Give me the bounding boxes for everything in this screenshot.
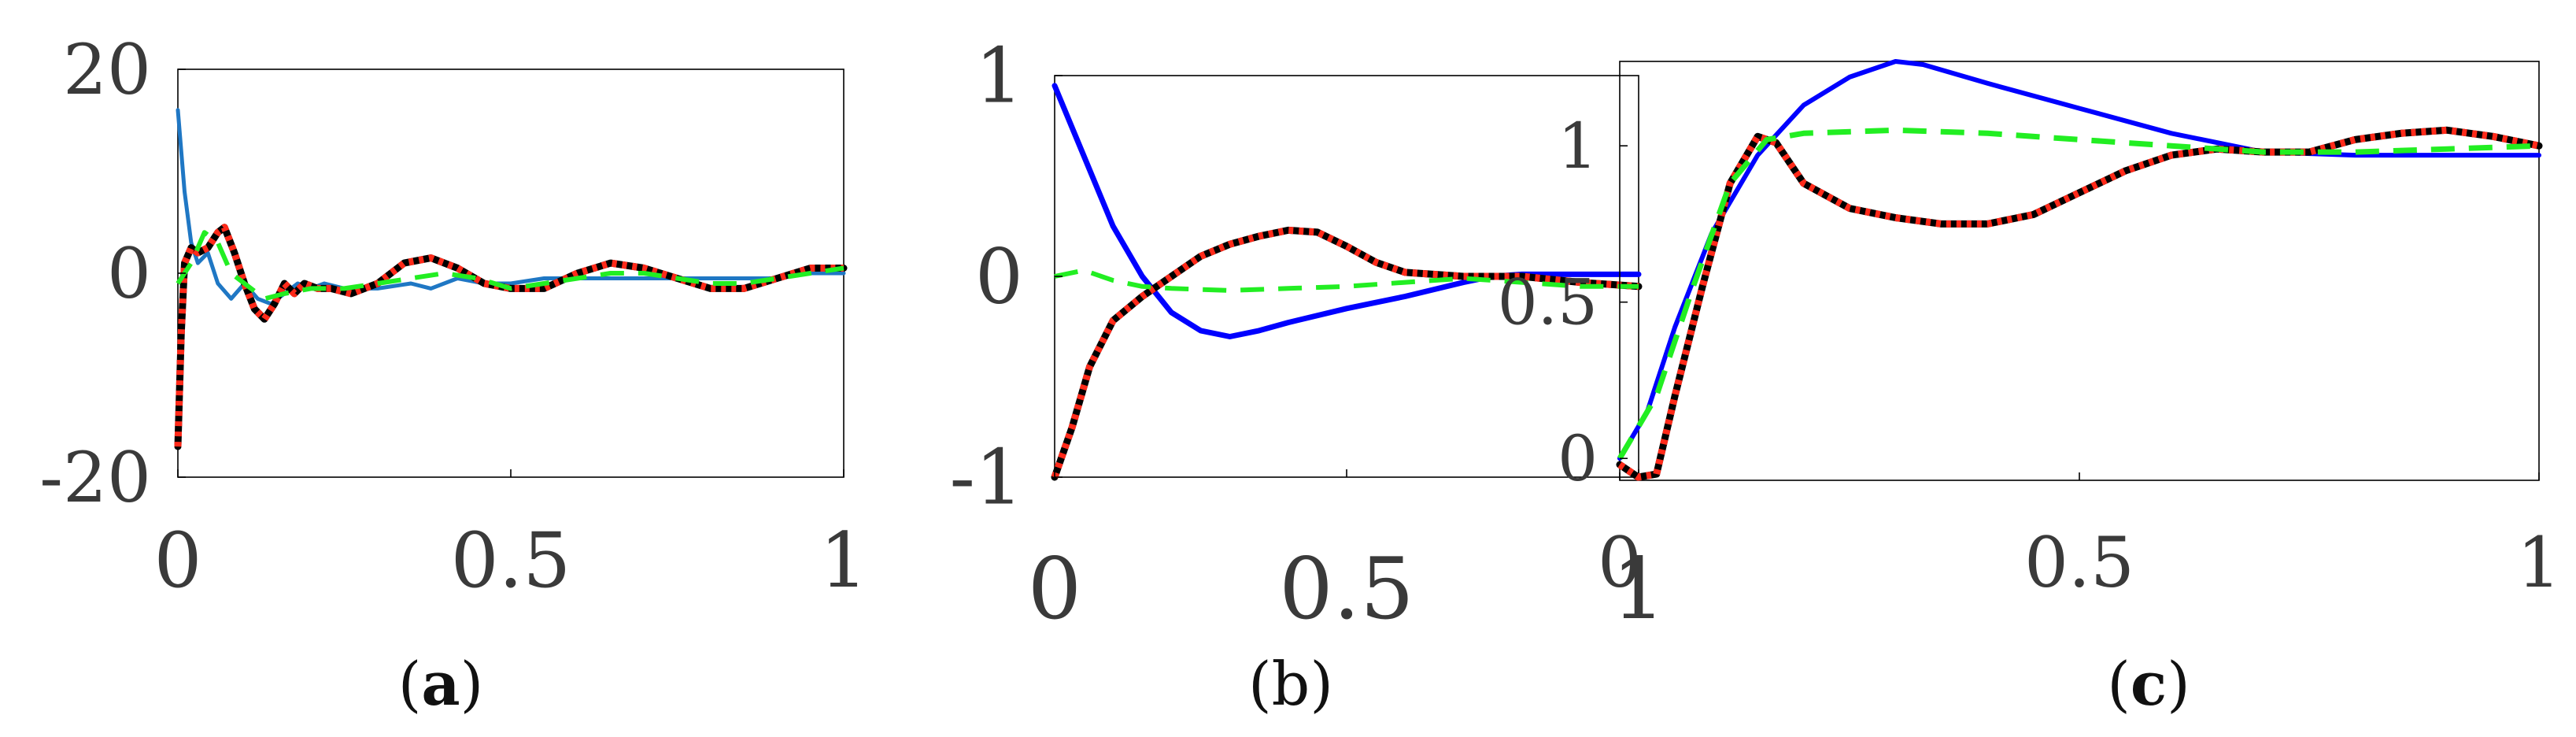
y-tick-label-a: 20 [63,29,151,110]
panel-c: 0 0.5 100.51 (c) [1498,59,2561,719]
x-tick-label-b: 0 [1028,540,1082,639]
x-tick-label-c: 0.5 [2024,522,2134,603]
caption-b-letter: b [1272,649,1310,719]
x-tick-label-b: 1 [1612,540,1666,639]
x-tick-label-a: 1 [819,517,867,605]
caption-b: (b) [1248,649,1333,719]
series-line-c-black-solid [1616,126,2543,481]
plot-frame-a [177,69,844,478]
series-line-c-red-dotted [1617,126,2540,481]
series-line-c-green-dashed [1617,127,2540,460]
x-tick-label-c: 0 [1598,522,1642,603]
panel-b: 0 0.5 1-101 (b) [949,32,1665,719]
x-tick-label-a: 0 [153,517,201,605]
x-tick-label-a: 0.5 [451,517,571,605]
x-tick-label-b: 0.5 [1279,540,1414,639]
y-tick-label-b: 0 [975,233,1023,321]
caption-a-letter: a [421,649,460,719]
series-line-a-blue-solid [176,108,846,306]
y-tick-label-b: 1 [975,32,1023,120]
y-tick-label-a: 0 [107,233,151,314]
series-line-b-green-dashed [1054,268,1639,293]
caption-a: (a) [398,649,484,719]
caption-c-letter: c [2131,649,2167,719]
series-line-a-red-dotted [174,224,844,447]
y-tick-label-b: -1 [949,434,1023,522]
caption-c: (c) [2107,649,2190,719]
series-line-c-blue-solid [1617,59,2541,461]
series-line-a-black-solid [174,224,848,450]
y-tick-label-c: 1 [1558,109,1598,183]
y-tick-label-c: 0 [1558,422,1598,495]
series-line-b-black-solid [1051,226,1643,481]
plot-frame-c [1619,61,2540,481]
x-tick-label-c: 1 [2517,522,2561,603]
y-tick-label-a: -20 [39,437,151,518]
y-tick-label-c: 0.5 [1498,266,1598,339]
